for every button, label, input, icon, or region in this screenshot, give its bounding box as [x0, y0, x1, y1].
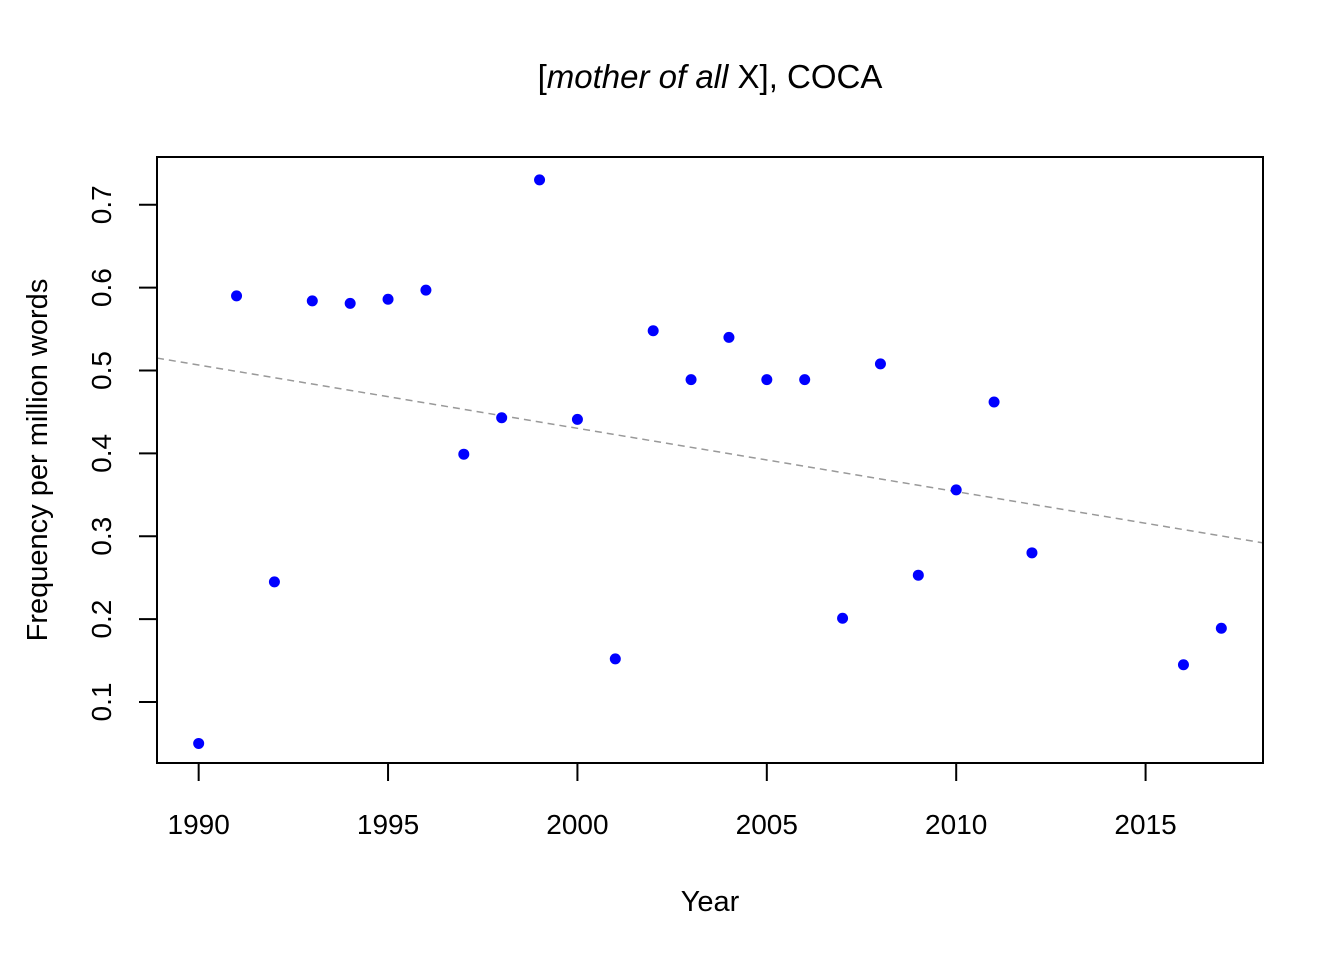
y-tick-label: 0.5 [86, 351, 117, 390]
data-point [193, 737, 205, 749]
data-point [458, 448, 470, 460]
data-point [496, 412, 508, 424]
x-tick-label: 2015 [1114, 809, 1176, 840]
y-tick-label: 0.1 [86, 683, 117, 722]
data-point [382, 293, 394, 305]
chart-title-prefix: [ [538, 58, 547, 95]
data-point [685, 374, 697, 386]
chart-title-suffix: X], COCA [728, 58, 882, 95]
y-tick-label: 0.4 [86, 434, 117, 473]
chart-title-italic: mother of all [547, 58, 730, 95]
x-tick-label: 2005 [736, 809, 798, 840]
data-point [837, 612, 849, 624]
data-point [761, 374, 773, 386]
x-axis-title: Year [681, 886, 740, 918]
y-axis: 0.1 0.2 0.3 0.4 0.5 0.6 0.7 [86, 185, 158, 722]
y-tick-label: 0.6 [86, 268, 117, 307]
chart-title: [mother of all X], COCA [538, 58, 883, 95]
data-point [306, 295, 318, 307]
data-points [193, 174, 1227, 749]
x-tick-label: 2010 [925, 809, 987, 840]
x-tick-label: 1995 [357, 809, 419, 840]
data-point [344, 297, 356, 309]
x-tick-label: 2000 [546, 809, 608, 840]
data-point [1177, 659, 1189, 671]
data-point [231, 290, 243, 302]
data-point [647, 325, 659, 337]
y-tick-label: 0.7 [86, 185, 117, 224]
data-point [950, 484, 962, 496]
data-point [874, 358, 886, 370]
data-point [609, 653, 621, 665]
trend-line [156, 357, 1264, 544]
x-tick-label: 1990 [168, 809, 230, 840]
data-point [268, 576, 280, 588]
data-point [420, 284, 432, 296]
trend-line-layer [156, 357, 1264, 544]
x-axis: 1990 1995 2000 2005 2010 2015 [168, 762, 1177, 840]
data-point [988, 396, 1000, 408]
data-point [534, 174, 546, 186]
data-point [1026, 547, 1038, 559]
y-axis-title: Frequency per million words [22, 279, 54, 642]
data-point [912, 569, 924, 581]
data-point [723, 331, 735, 343]
data-point [571, 413, 583, 425]
data-point [1215, 622, 1227, 634]
y-tick-label: 0.2 [86, 600, 117, 639]
data-point [799, 374, 811, 386]
y-tick-label: 0.3 [86, 517, 117, 556]
